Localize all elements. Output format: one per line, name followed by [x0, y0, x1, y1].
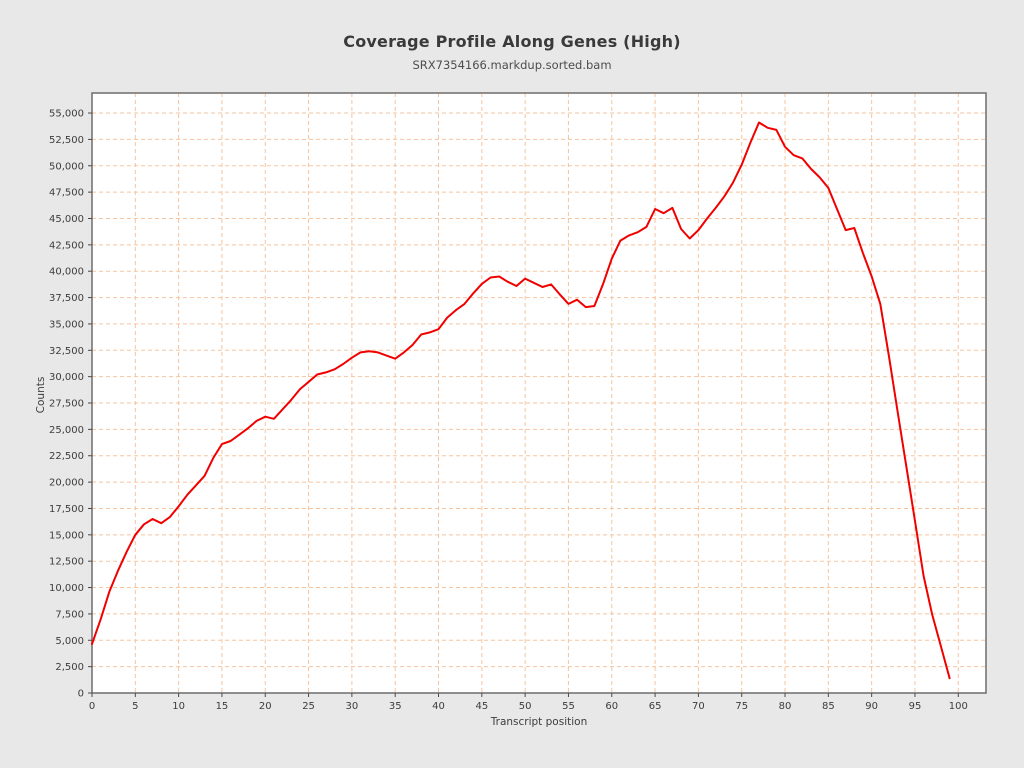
x-tick-label: 35 — [389, 701, 402, 712]
y-tick-label: 7,500 — [55, 609, 84, 620]
y-tick-label: 20,000 — [49, 478, 84, 489]
y-tick-label: 55,000 — [49, 109, 84, 120]
y-tick-label: 15,000 — [49, 530, 84, 541]
y-tick-label: 50,000 — [49, 161, 84, 172]
x-tick-label: 60 — [605, 701, 618, 712]
x-tick-label: 20 — [259, 701, 272, 712]
x-tick-label: 30 — [346, 701, 359, 712]
y-axis-label: Counts — [35, 376, 47, 414]
axis-ticks — [88, 112, 959, 697]
x-tick-label: 10 — [172, 701, 185, 712]
y-tick-label: 5,000 — [55, 636, 84, 647]
y-tick-label: 47,500 — [49, 188, 84, 199]
x-tick-label: 95 — [909, 701, 922, 712]
y-tick-label: 30,000 — [49, 372, 84, 383]
y-tick-label: 25,000 — [49, 425, 84, 436]
x-tick-label: 100 — [949, 701, 968, 712]
x-axis-label: Transcript position — [490, 716, 588, 728]
x-tick-label: 5 — [132, 701, 138, 712]
y-tick-label: 0 — [78, 689, 84, 700]
tick-labels: 0 5 10 15 20 25 30 35 40 45 50 55 60 65 70 75 80 85 90 95 10… — [49, 109, 968, 712]
y-tick-label: 40,000 — [49, 267, 84, 278]
x-tick-label: 80 — [779, 701, 792, 712]
x-tick-label: 40 — [432, 701, 445, 712]
y-tick-label: 37,500 — [49, 293, 84, 304]
y-tick-label: 2,500 — [55, 662, 84, 673]
y-tick-label: 12,500 — [49, 557, 84, 568]
x-tick-label: 0 — [89, 701, 95, 712]
x-tick-label: 70 — [692, 701, 705, 712]
y-tick-label: 42,500 — [49, 240, 84, 251]
x-tick-label: 45 — [475, 701, 488, 712]
y-tick-label: 35,000 — [49, 319, 84, 330]
x-tick-label: 90 — [865, 701, 878, 712]
x-tick-label: 50 — [519, 701, 532, 712]
y-tick-label: 22,500 — [49, 451, 84, 462]
coverage-line — [91, 121, 951, 680]
x-tick-label: 15 — [216, 701, 229, 712]
y-tick-label: 10,000 — [49, 583, 84, 594]
y-tick-label: 52,500 — [49, 135, 84, 146]
chart-title: Coverage Profile Along Genes (High) — [343, 32, 681, 51]
plot-area — [92, 93, 986, 693]
x-tick-label: 65 — [649, 701, 662, 712]
x-tick-label: 75 — [735, 701, 748, 712]
chart-subtitle: SRX7354166.markdup.sorted.bam — [412, 58, 612, 72]
x-tick-label: 55 — [562, 701, 575, 712]
y-tick-label: 32,500 — [49, 346, 84, 357]
y-tick-label: 45,000 — [49, 214, 84, 225]
x-tick-label: 85 — [822, 701, 835, 712]
plot-border — [91, 92, 987, 694]
y-tick-label: 17,500 — [49, 504, 84, 515]
y-tick-label: 27,500 — [49, 399, 84, 410]
x-tick-label: 25 — [302, 701, 315, 712]
